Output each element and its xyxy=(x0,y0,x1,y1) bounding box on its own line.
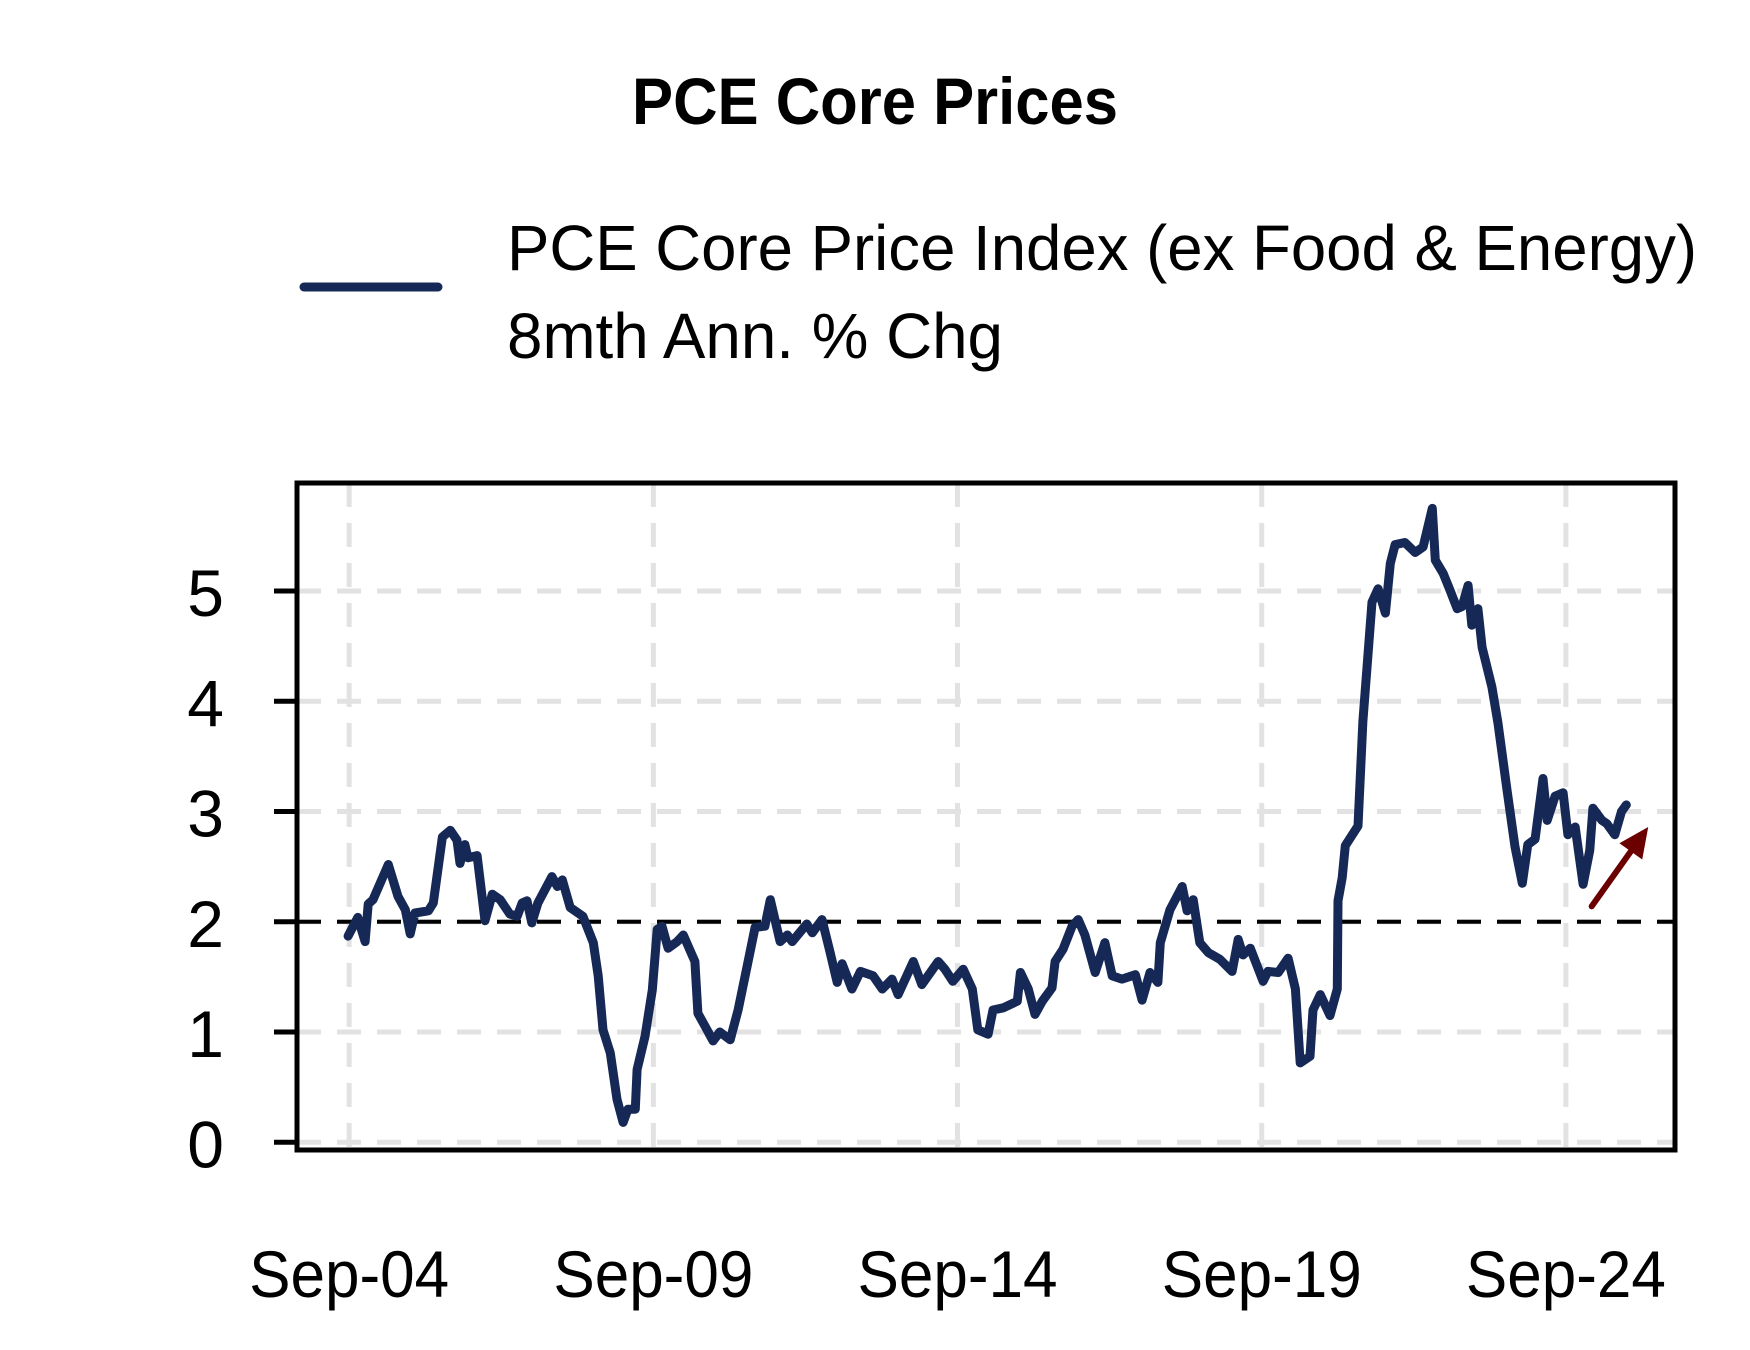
y-axis: 0 1 2 3 4 5 xyxy=(187,556,297,1181)
legend: PCE Core Price Index (ex Food & Energy) … xyxy=(299,212,1697,372)
x-tick-label: Sep-14 xyxy=(858,1237,1058,1311)
x-tick-label: Sep-04 xyxy=(249,1237,449,1311)
y-tick-label: 3 xyxy=(187,777,224,851)
legend-label-line2: 8mth Ann. % Chg xyxy=(507,300,1003,372)
x-tick-label: Sep-19 xyxy=(1162,1237,1362,1311)
y-tick-label: 2 xyxy=(187,887,224,961)
trend-arrow-shaft xyxy=(1588,848,1634,910)
plot-frame xyxy=(294,480,1678,1153)
series-layer xyxy=(343,503,1631,1127)
x-tick-label: Sep-24 xyxy=(1466,1237,1666,1311)
y-tick-label: 1 xyxy=(187,997,224,1071)
annotation-layer xyxy=(1588,826,1649,910)
x-axis: Sep-04 Sep-09 Sep-14 Sep-19 Sep-24 xyxy=(249,1237,1666,1311)
trend-arrow-head xyxy=(1619,826,1649,860)
x-tick-label: Sep-09 xyxy=(553,1237,753,1311)
legend-label-line1: PCE Core Price Index (ex Food & Energy) xyxy=(507,212,1697,284)
series-line xyxy=(343,503,1631,1127)
y-tick-label: 0 xyxy=(187,1107,224,1181)
y-tick-label: 5 xyxy=(187,556,224,630)
chart-title: PCE Core Prices xyxy=(632,64,1118,138)
y-tick-label: 4 xyxy=(187,666,224,740)
